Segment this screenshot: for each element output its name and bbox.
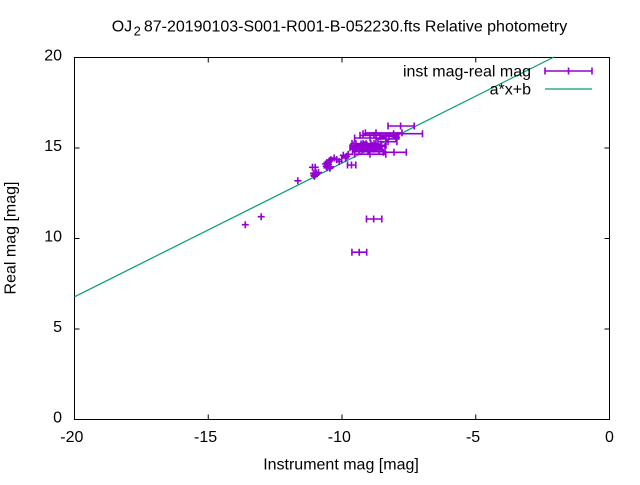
svg-text:20: 20 <box>44 48 62 65</box>
svg-text:OJ2 87-20190103-S001-R001-B-05: OJ 2 87-20190103-S001-R001-B-052230.fts R… <box>112 19 568 39</box>
svg-text:Instrument mag [mag]: Instrument mag [mag] <box>263 456 419 473</box>
svg-text:5: 5 <box>471 429 480 446</box>
svg-text:15: 15 <box>44 138 62 155</box>
svg-text:20: 20 <box>66 429 84 446</box>
svg-text:-: - <box>328 429 333 446</box>
svg-text:10: 10 <box>333 429 351 446</box>
svg-text:-: - <box>194 429 199 446</box>
svg-text:Real mag [mag]: Real mag [mag] <box>3 182 20 295</box>
svg-text:5: 5 <box>53 319 62 336</box>
svg-text:inst mag-real mag: inst mag-real mag <box>403 64 531 81</box>
svg-text:10: 10 <box>44 229 62 246</box>
svg-text:a*x+b: a*x+b <box>490 82 531 99</box>
svg-text:0: 0 <box>605 429 614 446</box>
svg-text:-: - <box>60 429 65 446</box>
svg-text:0: 0 <box>53 410 62 427</box>
svg-text:15: 15 <box>199 429 217 446</box>
svg-text:-: - <box>466 429 471 446</box>
